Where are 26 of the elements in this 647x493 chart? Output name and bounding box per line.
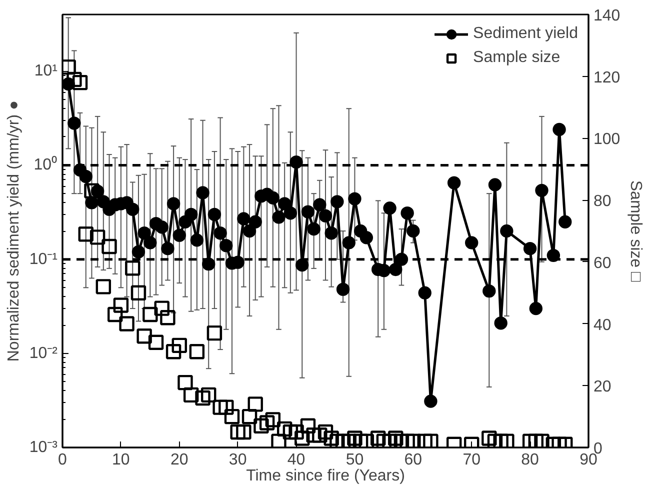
x-tick-label: 30	[228, 452, 247, 468]
y2-tick-label: 140	[594, 8, 620, 24]
x-axis-title: Time since fire (Years)	[246, 468, 405, 484]
y-axis-title: Normalized sediment yield (mm/yr) ●	[5, 100, 22, 362]
y2-axis-title: Sample size □	[627, 180, 644, 282]
x-tick-label: 20	[170, 452, 188, 468]
legend-label: Sample size	[473, 49, 560, 67]
y2-tick-label: 20	[594, 378, 612, 396]
y-tick-label: 10⁻³	[29, 439, 58, 456]
x-tick-label: 50	[346, 452, 364, 468]
x-tick-label: 40	[287, 452, 306, 468]
x-tick-label: 70	[462, 452, 481, 468]
x-tick-label: 0	[58, 452, 68, 468]
y2-tick-label: 100	[594, 131, 620, 148]
y2-tick-label: 80	[594, 193, 612, 210]
x-tick-label: 60	[404, 452, 422, 468]
y2-tick-label: 120	[594, 69, 620, 86]
y-tick-label: 10⁻²	[29, 344, 58, 362]
x-tick-label: 10	[112, 452, 130, 468]
legend-label: Sediment yield	[473, 25, 578, 43]
y-tick-label: 10⁰	[34, 156, 58, 174]
y2-tick-label: 60	[594, 254, 612, 272]
y2-tick-label: 40	[594, 316, 612, 334]
x-tick-label: 80	[521, 452, 540, 468]
y-tick-label: 10⁻¹	[29, 250, 58, 268]
y-tick-label: 10¹	[34, 62, 58, 80]
